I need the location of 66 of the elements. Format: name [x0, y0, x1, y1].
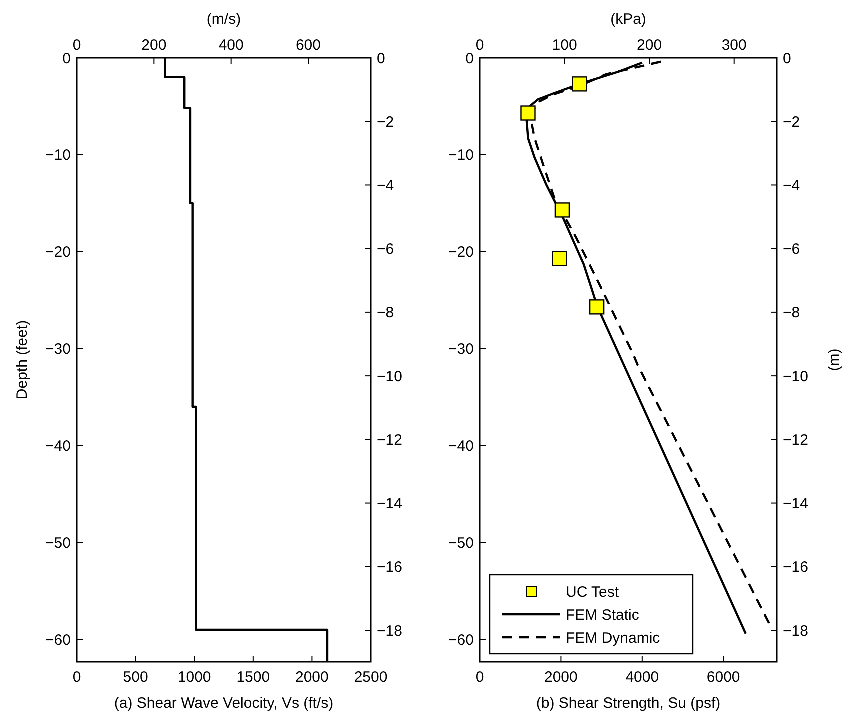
y2-tick-label: −6 — [783, 241, 800, 258]
y2-tick-label: −18 — [783, 622, 808, 640]
x2-tick-label: 200 — [637, 37, 662, 54]
y2-tick-label: −12 — [377, 432, 402, 449]
y2-tick-label: −16 — [783, 559, 808, 576]
y-tick-label: −20 — [46, 244, 71, 262]
y-tick-label: −10 — [448, 147, 474, 164]
y2-tick-label: −8 — [377, 304, 394, 322]
y2-tick-label: −18 — [377, 622, 402, 640]
y2-tick-label: −14 — [377, 496, 402, 513]
y2-tick-label: −4 — [783, 177, 800, 194]
x-tick-label: 500 — [123, 669, 148, 686]
x2-axis-title: (m/s) — [206, 11, 242, 28]
y2-tick-label: −10 — [377, 368, 402, 386]
y2-tick-label: −2 — [783, 114, 800, 131]
x-tick-label: 2000 — [296, 669, 329, 686]
x-tick-label: 2500 — [354, 669, 388, 686]
y2-tick-label: −6 — [377, 241, 394, 258]
legend-label: FEM Static — [566, 606, 640, 624]
y-tick-label: −50 — [448, 535, 474, 552]
x-tick-label: 4000 — [626, 669, 660, 686]
point — [589, 300, 605, 315]
x-tick-label: 0 — [476, 669, 484, 686]
x2-tick-label: 0 — [476, 37, 484, 54]
y-tick-label: 0 — [466, 50, 474, 68]
y-tick-label: 0 — [62, 50, 71, 68]
x2-axis-title: (kPa) — [610, 11, 646, 28]
x-axis-title: (b) Shear Strength, Su (psf) — [536, 695, 721, 712]
x2-tick-label: 0 — [72, 37, 82, 54]
x-tick-label: 6000 — [706, 669, 740, 686]
y2-tick-label: −16 — [377, 559, 402, 576]
x-tick-label: 0 — [72, 669, 82, 686]
y2-tick-label: −10 — [783, 368, 808, 386]
point — [552, 251, 568, 266]
legend-label: UC Test — [566, 584, 620, 601]
y2-tick-label: −12 — [783, 432, 808, 449]
y-tick-label: −30 — [46, 341, 71, 358]
y-tick-label: −60 — [448, 632, 474, 649]
y-tick-label: −40 — [46, 438, 71, 456]
x-tick-label: 1500 — [236, 669, 270, 686]
y2-axis-title: (m) — [826, 348, 843, 372]
y-tick-label: −30 — [448, 341, 474, 358]
y-tick-label: −40 — [448, 438, 474, 456]
x2-tick-label: 300 — [722, 37, 747, 54]
y2-tick-label: 0 — [783, 50, 792, 68]
y2-tick-label: −14 — [783, 496, 808, 513]
x-axis-title: (a) Shear Wave Velocity, Vs (ft/s) — [114, 695, 334, 712]
x-tick-label: 2000 — [544, 669, 578, 686]
y-tick-label: −60 — [46, 632, 71, 649]
x2-tick-label: 400 — [218, 37, 244, 54]
point — [572, 76, 588, 92]
y-tick-label: −20 — [448, 244, 474, 262]
y-tick-label: −50 — [46, 535, 71, 552]
legend-label: FEM Dynamic — [566, 630, 661, 647]
y2-tick-label: −8 — [783, 304, 800, 322]
x2-tick-label: 200 — [142, 37, 167, 54]
y-tick-label: −10 — [46, 147, 71, 164]
point — [520, 106, 536, 121]
x2-tick-label: 600 — [296, 37, 322, 54]
point — [554, 202, 570, 218]
y2-tick-label: −4 — [377, 177, 394, 194]
y2-tick-label: −2 — [377, 114, 394, 131]
y2-tick-label: 0 — [377, 50, 386, 68]
x2-tick-label: 100 — [552, 37, 578, 54]
y-axis-title: Depth (feet) — [14, 320, 31, 400]
x-tick-label: 1000 — [178, 669, 212, 686]
